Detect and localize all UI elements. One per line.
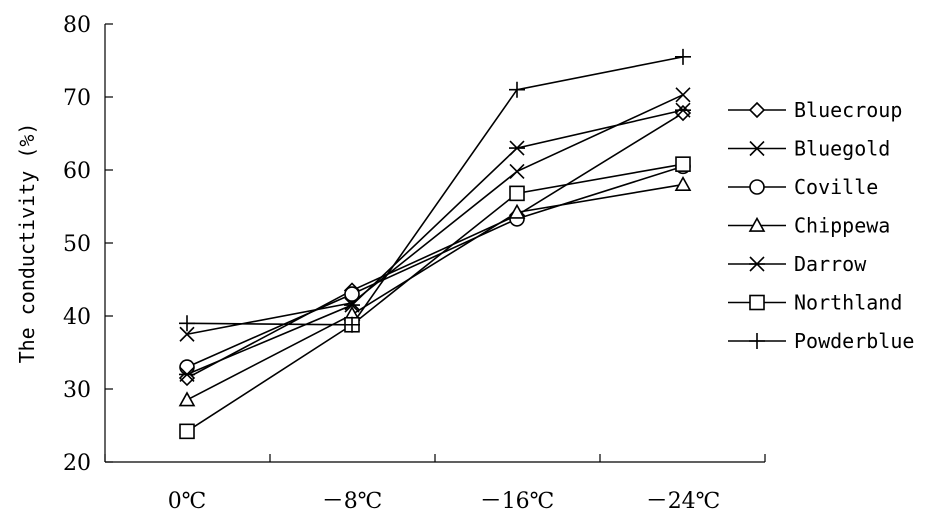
data-point-northland [179,423,195,440]
legend-marker [748,216,766,232]
series-lines [186,56,684,433]
y-tick-label: 80 [63,13,91,38]
series-line-darrow [186,109,684,376]
series-line-bluecroup [186,112,684,379]
legend-label: Chippewa [794,214,890,238]
data-point-bluecroup [674,104,692,122]
legend-item-darrow: Darrow [728,252,867,276]
legend-item-chippewa: Chippewa [728,214,890,238]
data-point-bluegold [509,163,525,180]
legend-item-northland: Northland [728,291,902,315]
y-tick-label: 40 [63,305,91,330]
data-point-northland [509,185,525,202]
y-tick-label: 30 [63,378,91,403]
data-point-powderblue [509,81,525,98]
legend-marker [749,333,765,349]
data-point-darrow [509,140,525,156]
data-point-powderblue [344,316,360,333]
data-point-powderblue [675,48,691,65]
data-point-coville [179,359,195,375]
legend-label: Coville [794,175,878,199]
data-point-chippewa [508,203,526,219]
x-tick-label: －8℃ [322,489,383,514]
legend-marker [749,140,765,157]
series-line-bluegold [186,94,684,336]
legend-marker [749,294,765,311]
data-point-bluegold [675,87,691,103]
series-line-chippewa [186,183,684,401]
y-axis: 20 30 40 50 60 70 80 [63,13,113,476]
y-axis-label: The conductivity (%) [15,123,39,364]
legend-item-bluecroup: Bluecroup [728,98,902,122]
data-point-northland [675,156,691,172]
legend-label: Powderblue [794,329,914,353]
legend-item-bluegold: Bluegold [728,137,890,161]
data-point-chippewa [178,391,196,407]
series-line-powderblue [186,56,684,326]
data-point-darrow [675,102,691,118]
legend-marker [749,256,765,272]
data-point-darrow [344,297,360,313]
legend-label: Northland [794,291,902,315]
series-line-northland [186,163,684,433]
legend-item-powderblue: Powderblue [728,329,914,353]
y-tick-label: 70 [63,86,91,111]
x-tick-label: －16℃ [480,489,555,514]
legend-label: Bluecroup [794,98,902,122]
x-tick-label: －24℃ [646,489,721,514]
legend: Bluecroup Bluegold Coville Chippewa Darrow No… [728,98,914,353]
y-tick-label: 20 [63,451,91,476]
x-tick-label: 0℃ [168,489,207,514]
y-tick-label: 50 [63,232,91,257]
y-tick-label: 60 [63,159,91,184]
legend-marker [749,179,765,195]
data-point-bluegold [179,326,195,342]
x-axis: 0℃ －8℃ －16℃ －24℃ [104,454,766,514]
data-point-coville [344,286,360,302]
legend-marker [748,101,766,119]
legend-label: Bluegold [794,137,890,161]
data-point-powderblue [179,315,195,332]
data-point-chippewa [674,175,692,191]
series-line-coville [186,165,684,368]
legend-item-coville: Coville [728,175,878,199]
legend-label: Darrow [794,252,867,276]
series-markers [178,48,692,440]
data-point-darrow [179,366,195,382]
